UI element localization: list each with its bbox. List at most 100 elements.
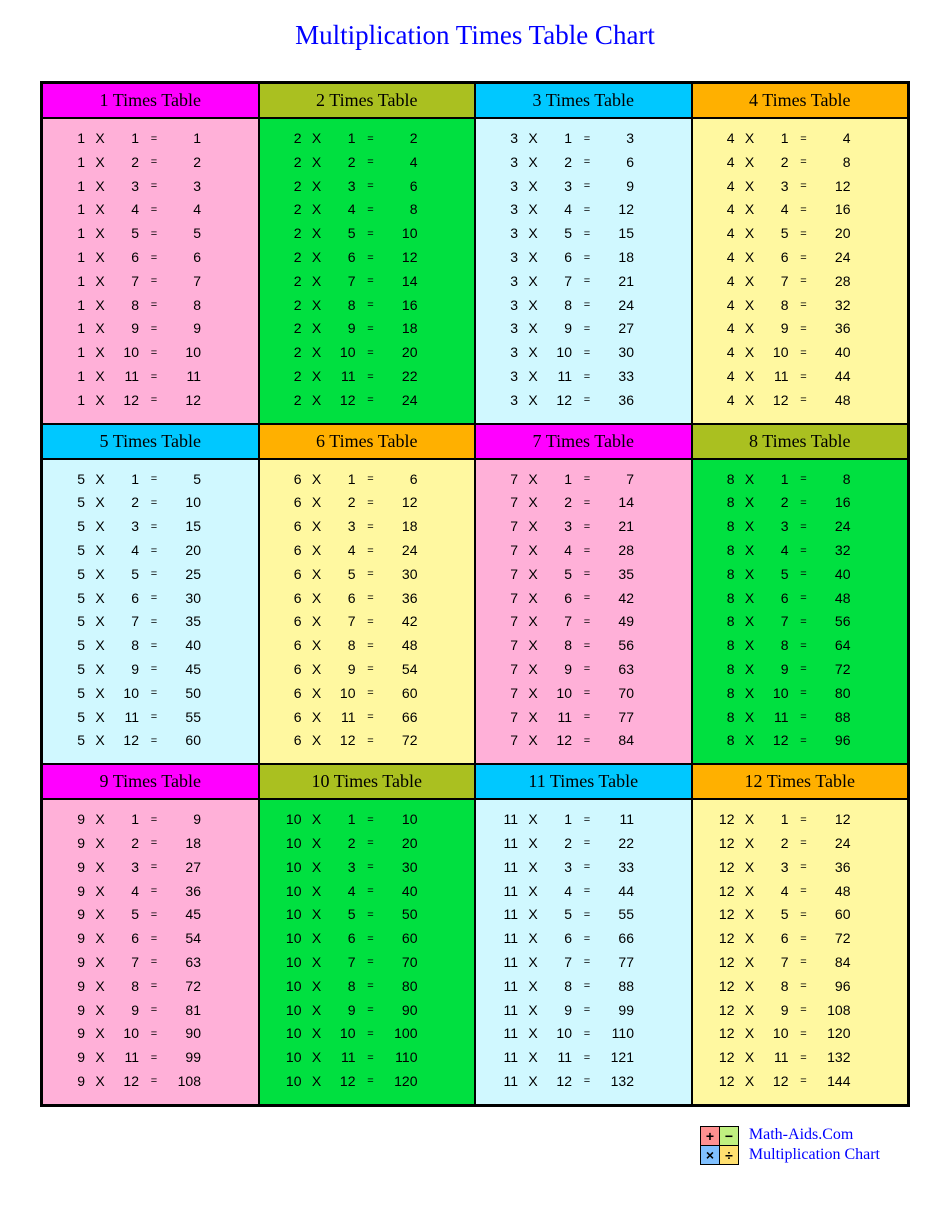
- product: 90: [386, 999, 418, 1023]
- product: 35: [169, 610, 201, 634]
- multiplicand: 2: [278, 294, 302, 318]
- times-symbol: X: [735, 365, 765, 389]
- multiplier: 2: [765, 151, 789, 175]
- product: 33: [602, 365, 634, 389]
- times-symbol: X: [518, 539, 548, 563]
- times-symbol: X: [302, 341, 332, 365]
- product: 42: [386, 610, 418, 634]
- equals-symbol: =: [572, 1001, 602, 1020]
- product: 2: [386, 127, 418, 151]
- product: 8: [169, 294, 201, 318]
- times-symbol: X: [518, 246, 548, 270]
- table-row: 1X6=6: [61, 246, 240, 270]
- multiplicand: 4: [711, 341, 735, 365]
- multiplier: 1: [115, 127, 139, 151]
- multiplicand: 1: [61, 270, 85, 294]
- table-row: 3X5=15: [494, 222, 673, 246]
- table-row: 10X9=90: [278, 999, 457, 1023]
- table-row: 4X11=44: [711, 365, 890, 389]
- table-row: 5X10=50: [61, 682, 240, 706]
- product: 14: [602, 491, 634, 515]
- product: 9: [169, 808, 201, 832]
- product: 96: [819, 729, 851, 753]
- times-table-header: 4 Times Table: [693, 84, 908, 119]
- multiplier: 11: [765, 1046, 789, 1070]
- table-row: 9X7=63: [61, 951, 240, 975]
- equals-symbol: =: [789, 201, 819, 220]
- equals-symbol: =: [789, 272, 819, 291]
- times-table-body: 4X1=44X2=84X3=124X4=164X5=204X6=244X7=28…: [693, 119, 908, 423]
- product: 30: [386, 563, 418, 587]
- times-symbol: X: [85, 587, 115, 611]
- times-symbol: X: [302, 246, 332, 270]
- product: 18: [386, 515, 418, 539]
- multiplier: 6: [548, 587, 572, 611]
- equals-symbol: =: [789, 1001, 819, 1020]
- equals-symbol: =: [572, 930, 602, 949]
- times-symbol: X: [85, 175, 115, 199]
- multiplier: 5: [332, 563, 356, 587]
- table-row: 4X1=4: [711, 127, 890, 151]
- product: 7: [602, 468, 634, 492]
- multiplier: 10: [115, 1022, 139, 1046]
- equals-symbol: =: [356, 660, 386, 679]
- multiplicand: 10: [278, 1070, 302, 1094]
- table-row: 1X12=12: [61, 389, 240, 413]
- equals-symbol: =: [789, 1025, 819, 1044]
- times-symbol: X: [302, 222, 332, 246]
- times-symbol: X: [735, 682, 765, 706]
- multiplicand: 1: [61, 151, 85, 175]
- multiplicand: 3: [494, 127, 518, 151]
- multiplicand: 12: [711, 832, 735, 856]
- multiplicand: 11: [494, 927, 518, 951]
- product: 56: [819, 610, 851, 634]
- multiplicand: 1: [61, 294, 85, 318]
- times-symbol: X: [85, 927, 115, 951]
- multiplicand: 6: [278, 706, 302, 730]
- multiplier: 4: [332, 198, 356, 222]
- multiplicand: 12: [711, 808, 735, 832]
- table-row: 5X8=40: [61, 634, 240, 658]
- equals-symbol: =: [356, 249, 386, 268]
- table-row: 12X9=108: [711, 999, 890, 1023]
- times-symbol: X: [302, 294, 332, 318]
- equals-symbol: =: [789, 953, 819, 972]
- multiplicand: 9: [61, 975, 85, 999]
- times-symbol: X: [85, 270, 115, 294]
- table-row: 10X4=40: [278, 880, 457, 904]
- times-symbol: X: [85, 903, 115, 927]
- equals-symbol: =: [139, 660, 169, 679]
- times-symbol: X: [518, 341, 548, 365]
- product: 22: [386, 365, 418, 389]
- multiplicand: 7: [494, 658, 518, 682]
- multiplicand: 12: [711, 999, 735, 1023]
- multiplicand: 7: [494, 634, 518, 658]
- times-symbol: X: [302, 951, 332, 975]
- table-row: 5X5=25: [61, 563, 240, 587]
- table-row: 8X5=40: [711, 563, 890, 587]
- product: 84: [602, 729, 634, 753]
- page-title: Multiplication Times Table Chart: [40, 20, 910, 51]
- product: 36: [386, 587, 418, 611]
- times-symbol: X: [302, 491, 332, 515]
- multiplier: 7: [115, 270, 139, 294]
- multiplier: 1: [115, 808, 139, 832]
- product: 7: [169, 270, 201, 294]
- times-symbol: X: [735, 222, 765, 246]
- table-row: 7X3=21: [494, 515, 673, 539]
- times-symbol: X: [302, 151, 332, 175]
- multiplicand: 11: [494, 880, 518, 904]
- product: 30: [169, 587, 201, 611]
- table-row: 6X2=12: [278, 491, 457, 515]
- multiplier: 6: [765, 587, 789, 611]
- multiplicand: 9: [61, 1022, 85, 1046]
- times-table-9: 9 Times Table9X1=99X2=189X3=279X4=369X5=…: [42, 764, 259, 1105]
- product: 66: [386, 706, 418, 730]
- table-row: 8X11=88: [711, 706, 890, 730]
- multiplicand: 6: [278, 634, 302, 658]
- equals-symbol: =: [572, 613, 602, 632]
- times-symbol: X: [735, 975, 765, 999]
- product: 35: [602, 563, 634, 587]
- equals-symbol: =: [572, 249, 602, 268]
- multiplicand: 4: [711, 175, 735, 199]
